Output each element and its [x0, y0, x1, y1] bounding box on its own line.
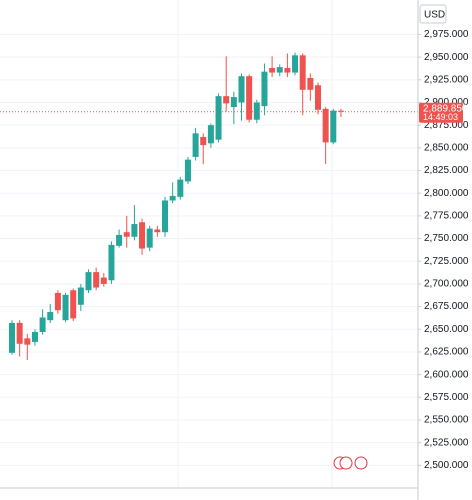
- body: [223, 96, 230, 104]
- body: [54, 292, 61, 311]
- body: [177, 179, 184, 197]
- body: [276, 67, 283, 73]
- y-axis: 2,500.000 2,525.000 2,550.000 2,575.000 2,60…: [418, 29, 469, 471]
- body: [16, 322, 23, 344]
- last-price-label: 2,889.850: [423, 103, 468, 114]
- y-tick-label: 2,800.000: [424, 188, 469, 199]
- body: [108, 244, 115, 281]
- body: [31, 331, 38, 342]
- currency[interactable]: USD: [424, 10, 445, 21]
- body: [315, 85, 321, 110]
- body: [192, 133, 199, 157]
- body: [330, 110, 337, 143]
- body: [116, 234, 123, 246]
- body: [154, 229, 161, 233]
- price-axis: [418, 0, 472, 500]
- body: [284, 68, 291, 73]
- body: [39, 317, 46, 332]
- currency-box[interactable]: [419, 4, 447, 24]
- flags: [333, 456, 368, 470]
- body: [169, 195, 176, 201]
- body: [184, 159, 191, 182]
- body: [238, 76, 245, 103]
- y-tick-label: 2,925.000: [424, 74, 469, 85]
- y-tick-label: 2,650.000: [424, 324, 469, 335]
- body: [70, 290, 77, 319]
- y-tick-label: 2,825.000: [424, 165, 469, 176]
- body: [77, 287, 84, 305]
- y-tick-label: 2,700.000: [424, 279, 469, 290]
- body: [299, 55, 306, 90]
- y-tick-label: 2,850.000: [424, 142, 469, 153]
- y-tick-label: 2,900.000: [424, 97, 469, 108]
- body: [93, 272, 100, 288]
- body: [85, 272, 92, 291]
- flag-icon[interactable]: [354, 456, 368, 470]
- body: [9, 322, 15, 353]
- body: [131, 224, 138, 237]
- countdown: 14:49:03: [423, 112, 458, 122]
- body: [253, 102, 260, 120]
- body: [146, 228, 153, 248]
- y-tick-label: 2,500.000: [424, 460, 469, 471]
- body: [162, 200, 168, 233]
- body: [292, 55, 299, 73]
- body: [47, 312, 54, 321]
- y-tick-label: 2,950.000: [424, 52, 469, 63]
- y-tick-label: 2,750.000: [424, 233, 469, 244]
- body: [200, 136, 207, 146]
- body: [62, 294, 69, 321]
- y-tick-label: 2,625.000: [424, 347, 469, 358]
- y-tick-label: 2,525.000: [424, 437, 469, 448]
- y-tick-label: 2,775.000: [424, 211, 469, 222]
- body: [246, 76, 253, 120]
- last-price-box: [419, 102, 463, 123]
- body: [215, 96, 222, 140]
- body: [139, 222, 146, 249]
- candles: [0, 52, 418, 361]
- body: [24, 338, 31, 345]
- y-tick-label: 2,550.000: [424, 415, 469, 426]
- y-tick-label: 2,975.000: [424, 29, 469, 40]
- body: [123, 232, 130, 237]
- body: [322, 108, 329, 143]
- body: [100, 277, 107, 284]
- y-tick-label: 2,675.000: [424, 301, 469, 312]
- y-tick-label: 2,575.000: [424, 392, 469, 403]
- body: [337, 110, 344, 112]
- body: [261, 71, 268, 107]
- body: [230, 97, 237, 108]
- body: [307, 78, 314, 90]
- body: [269, 68, 276, 73]
- y-tick-label: 2,725.000: [424, 256, 469, 267]
- flag-icon[interactable]: [339, 456, 353, 470]
- body: [207, 125, 214, 144]
- y-tick-label: 2,875.000: [424, 120, 469, 131]
- y-tick-label: 2,600.000: [424, 369, 469, 380]
